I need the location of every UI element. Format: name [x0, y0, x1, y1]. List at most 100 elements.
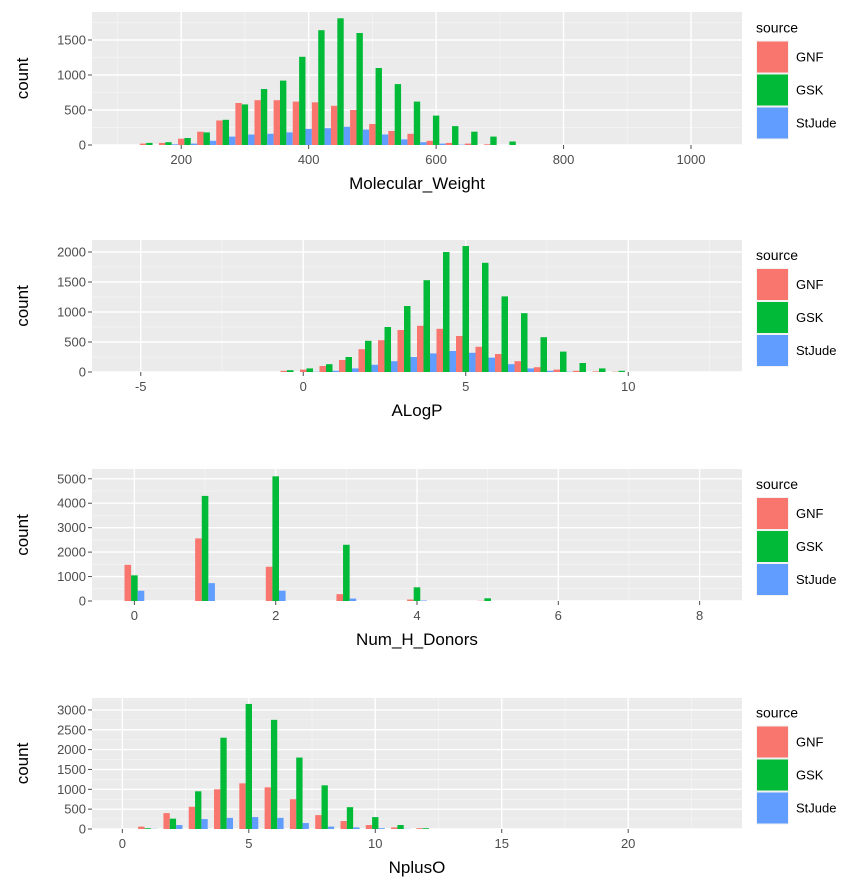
bar-gsk	[471, 131, 478, 145]
x-tick-label: 0	[131, 608, 138, 623]
bar-stjude	[190, 143, 198, 145]
bar-stjude	[420, 142, 427, 145]
bar-gsk	[384, 327, 391, 372]
bar-stjude	[547, 370, 554, 372]
bar-gnf	[280, 370, 287, 372]
bar-gnf	[239, 783, 246, 829]
y-tick-label: 1500	[57, 33, 86, 48]
bar-gsk	[509, 141, 516, 145]
bar-gnf	[416, 828, 423, 829]
x-tick-label: -5	[135, 379, 147, 394]
bar-gsk	[287, 370, 294, 372]
bars	[124, 476, 491, 601]
y-tick-label: 0	[79, 594, 86, 609]
x-tick-label: 600	[425, 152, 447, 167]
legend-swatch-gnf	[757, 498, 788, 529]
x-tick-label: 20	[621, 836, 635, 851]
legend-label-gnf: GNF	[796, 50, 824, 65]
y-tick-label: 0	[79, 365, 86, 380]
legend-title: source	[756, 20, 798, 36]
bar-gsk	[422, 828, 430, 829]
bar-gsk	[169, 818, 177, 829]
bar-stjude	[171, 144, 179, 145]
bar-gsk	[201, 495, 209, 601]
bar-gnf	[214, 789, 221, 829]
bar-gnf	[534, 367, 541, 372]
y-tick-label: 3000	[57, 520, 86, 535]
legend-swatch-stjude	[757, 107, 788, 139]
bar-gnf	[188, 806, 196, 829]
bar-gsk	[560, 351, 567, 372]
legend-swatch-gsk	[757, 74, 788, 106]
x-tick-label: 800	[553, 152, 575, 167]
bar-gsk	[241, 104, 249, 145]
x-tick-label: 400	[298, 152, 320, 167]
bar-stjude	[391, 361, 398, 372]
bar-gnf	[139, 143, 147, 145]
bar-gnf	[495, 354, 502, 372]
y-tick-label: 1000	[57, 68, 86, 83]
bar-stjude	[349, 598, 357, 601]
bar-gsk	[372, 817, 379, 829]
bar-gsk	[346, 807, 354, 829]
bar-gsk	[318, 30, 325, 146]
legend-title: source	[756, 476, 798, 492]
bar-gnf	[350, 110, 357, 145]
x-tick-label: 6	[555, 608, 562, 623]
chart-panel-3: 0 1000 2000 3000 4000 5000 0 2 4 6 8 Num_H_Donors co…	[13, 469, 836, 649]
legend-label-gnf: GNF	[796, 735, 824, 750]
bar-gnf	[330, 105, 338, 145]
bar-gnf	[378, 340, 385, 372]
legend: source GNF GSK StJude	[756, 476, 836, 596]
legend: source GNF GSK StJude	[756, 247, 836, 367]
bars	[139, 18, 516, 146]
bar-stjude	[302, 823, 309, 829]
y-tick-label: 4000	[57, 496, 86, 511]
chart-panel-1: 0 500 1000 1500 200 400 600 800 1000 Molecular_We…	[13, 12, 836, 193]
bar-gnf	[319, 366, 326, 372]
bar-gsk	[413, 587, 421, 601]
legend-label-gnf: GNF	[796, 277, 824, 292]
bar-gsk	[397, 825, 404, 829]
bar-stjude	[378, 828, 385, 829]
legend-label-gnf: GNF	[796, 506, 824, 521]
bar-stjude	[401, 139, 408, 145]
bar-gsk	[195, 791, 202, 829]
bar-gsk	[484, 598, 491, 601]
legend-swatch-gsk	[757, 531, 788, 562]
bar-stjude	[439, 143, 446, 145]
y-tick-label: 1500	[57, 762, 86, 777]
legend-swatch-stjude	[757, 792, 788, 824]
legend-label-gsk: GSK	[796, 539, 824, 554]
bar-stjude	[371, 364, 378, 372]
bar-stjude	[209, 140, 217, 145]
bar-stjude	[208, 583, 215, 601]
x-tick-label: 0	[300, 379, 307, 394]
bar-gsk	[144, 828, 151, 829]
bar-gnf	[369, 124, 376, 145]
bar-gnf	[407, 599, 414, 601]
bar-gsk	[260, 89, 268, 145]
chart-panel-2: 0 500 1000 1500 2000 -5 0 5 10 ALogP count source GN…	[13, 240, 836, 420]
bar-stjude	[343, 126, 351, 145]
bar-gsk	[452, 126, 459, 145]
bar-gsk	[222, 119, 230, 145]
bar-gsk	[482, 262, 489, 372]
x-tick-label: 8	[696, 608, 703, 623]
bar-gnf	[195, 538, 202, 601]
y-tick-label: 1000	[57, 569, 86, 584]
bar-gsk	[365, 340, 372, 372]
x-tick-label: 0	[119, 836, 126, 851]
bar-stjude	[286, 132, 293, 145]
bar-stjude	[277, 817, 284, 829]
bar-stjude	[176, 825, 183, 829]
bar-gnf	[391, 827, 398, 829]
y-tick-label: 2000	[57, 742, 86, 757]
bar-gnf	[483, 144, 491, 145]
bar-gnf	[436, 328, 443, 372]
bar-gnf	[456, 336, 463, 372]
bar-gnf	[163, 813, 170, 829]
x-tick-label: 10	[368, 836, 382, 851]
bar-gnf	[311, 102, 319, 145]
bar-gsk	[165, 142, 172, 145]
